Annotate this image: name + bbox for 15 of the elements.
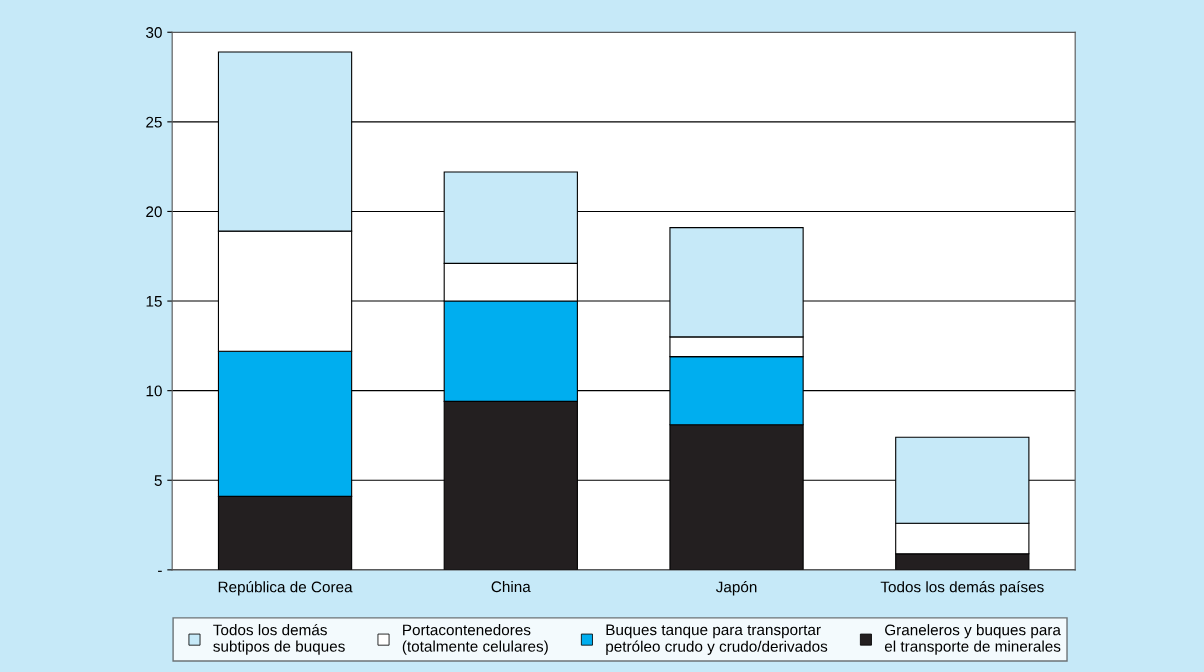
y-tick-label: - — [158, 570, 162, 572]
y-tick-label: 25 — [146, 116, 162, 128]
x-tick-label: República de Corea — [218, 580, 353, 596]
y-tick-label: 5 — [154, 475, 162, 486]
y-tick-label: 20 — [146, 206, 162, 218]
x-tick-label: Japón — [715, 580, 757, 596]
legend-label: Todos los demás subtipos de buques — [213, 623, 345, 655]
legend-label: Portacontenedores (totalmente celulares) — [402, 624, 548, 655]
y-tick-label: 10 — [146, 385, 162, 397]
y-tick-label: 30 — [146, 27, 162, 38]
legend-label: Buques tanque para transportar petróleo crudo y crudo/derivados — [606, 624, 828, 655]
x-tick-label: China — [491, 580, 531, 593]
x-tick-label: Todos los demás países — [880, 580, 1044, 596]
y-tick-label: 15 — [146, 296, 162, 307]
legend-label: Graneleros y buques para el transporte de minerales — [884, 624, 1061, 655]
